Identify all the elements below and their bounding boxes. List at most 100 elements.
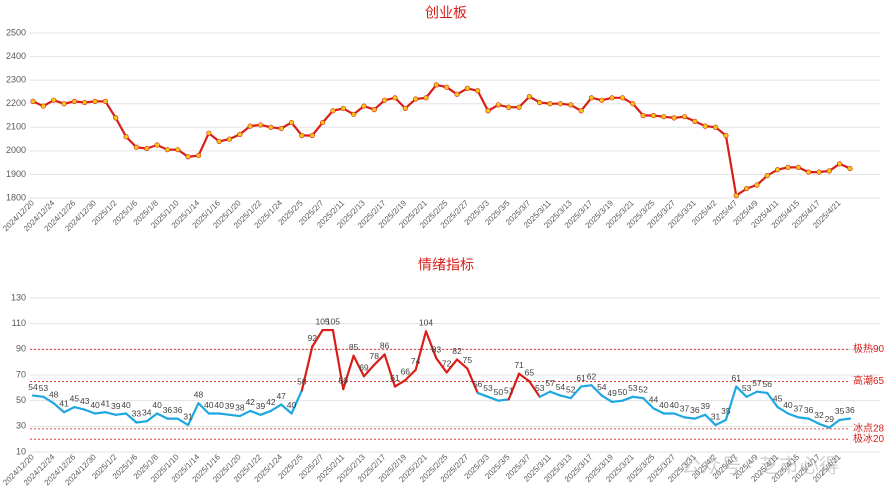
data-label: 36 [173, 405, 183, 415]
y-tick-label: 90 [16, 344, 26, 354]
marker [609, 95, 615, 101]
marker [599, 97, 605, 103]
marker [175, 147, 181, 153]
marker [216, 138, 222, 145]
data-label: 40 [659, 400, 669, 410]
line-segment [42, 395, 55, 405]
marker [444, 84, 450, 90]
chart-title: 创业板 [425, 5, 467, 21]
marker [402, 105, 408, 112]
data-label: 69 [359, 363, 369, 373]
marker [61, 101, 67, 107]
line-segment [580, 384, 593, 388]
reference-label: 极热90 [853, 342, 885, 355]
data-label: 105 [315, 316, 329, 326]
line-segment [569, 385, 583, 400]
marker [433, 82, 439, 88]
marker [806, 169, 812, 175]
marker [743, 185, 750, 192]
data-label: 41 [59, 398, 69, 408]
data-label: 61 [732, 373, 742, 383]
marker [206, 130, 212, 136]
data-label: 61 [576, 373, 586, 383]
data-label: 58 [297, 377, 307, 387]
data-label: 56 [763, 379, 773, 389]
line-segment [414, 330, 428, 371]
data-label: 39 [225, 401, 235, 411]
data-label: 39 [111, 401, 121, 411]
marker [526, 94, 533, 100]
data-label: 53 [535, 383, 545, 393]
line-segment [652, 407, 665, 415]
marker [247, 123, 253, 129]
data-label: 54 [556, 382, 566, 392]
y-tick-label: 1900 [6, 169, 26, 179]
data-label: 105 [326, 316, 340, 326]
line-segment [735, 385, 748, 398]
data-label: 31 [183, 411, 193, 421]
marker [619, 95, 626, 101]
line-segment [145, 412, 159, 423]
data-label: 40 [783, 400, 793, 410]
data-label: 40 [214, 400, 224, 410]
marker [640, 112, 646, 119]
marker [299, 132, 305, 139]
marker [557, 101, 564, 107]
line-segment [269, 403, 283, 413]
marker [826, 168, 832, 174]
line-segment [486, 395, 500, 402]
marker [288, 119, 295, 126]
marker [350, 111, 357, 117]
marker [506, 104, 512, 110]
marker [278, 125, 284, 132]
marker [775, 167, 781, 173]
line-segment [83, 408, 97, 415]
line-segment [104, 411, 117, 416]
marker [712, 124, 719, 130]
data-label: 40 [121, 400, 131, 410]
data-label: 43 [80, 396, 90, 406]
marker [816, 169, 822, 175]
data-label: 53 [483, 383, 493, 393]
marker [361, 103, 367, 109]
data-label: 31 [711, 411, 721, 421]
line-segment [156, 412, 169, 420]
line-segment [590, 384, 603, 397]
line-segment [455, 358, 469, 370]
y-tick-label: 1800 [6, 192, 26, 202]
data-label: 86 [380, 341, 390, 351]
marker [475, 88, 481, 94]
marker [847, 165, 853, 172]
line-segment [755, 390, 769, 395]
line-segment [373, 353, 386, 366]
data-label: 72 [442, 359, 452, 369]
marker [195, 152, 202, 159]
line-segment [559, 394, 572, 400]
data-label: 40 [287, 400, 297, 410]
line-segment [621, 395, 634, 402]
marker [382, 97, 388, 103]
y-tick-label: 2200 [6, 98, 26, 108]
data-label: 92 [307, 333, 317, 343]
line-segment [476, 391, 490, 398]
data-label: 85 [349, 342, 359, 352]
marker [681, 114, 688, 120]
y-tick-label: 70 [16, 369, 26, 379]
data-label: 59 [339, 375, 349, 385]
line-segment [93, 411, 107, 415]
marker [113, 115, 119, 121]
data-label: 47 [276, 391, 286, 401]
reference-label: 冰点28 [853, 422, 885, 435]
line-segment [466, 367, 479, 395]
line-segment [714, 418, 727, 427]
marker [588, 95, 595, 101]
data-label: 40 [152, 400, 162, 410]
line-segment [73, 405, 86, 411]
data-label: 42 [266, 397, 276, 407]
marker [340, 105, 346, 112]
data-label: 49 [607, 388, 617, 398]
data-label: 36 [845, 405, 855, 415]
line-segment [259, 409, 272, 416]
data-label: 29 [825, 414, 835, 424]
data-label: 44 [649, 395, 659, 405]
